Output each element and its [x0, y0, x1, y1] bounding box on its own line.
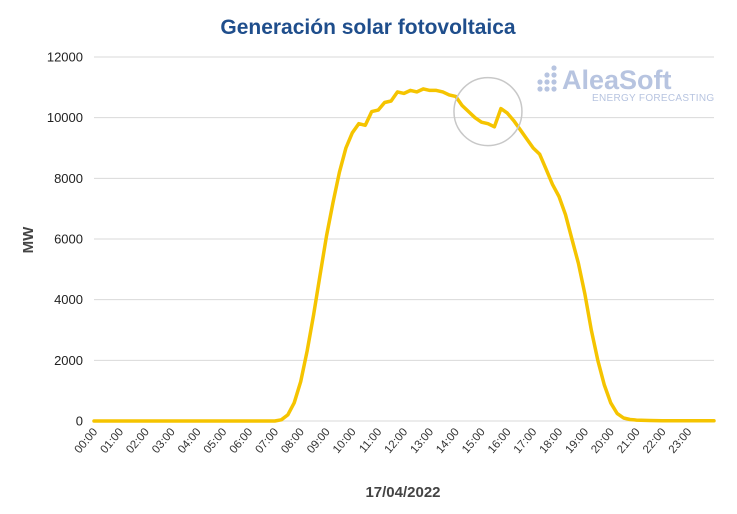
x-tick-label: 18:00: [538, 426, 566, 456]
x-axis-ticks: 00:0001:0002:0003:0004:0005:0006:0007:00…: [73, 426, 695, 456]
y-axis-label: MW: [20, 226, 37, 253]
x-tick-label: 10:00: [331, 426, 359, 456]
gridlines: [94, 56, 714, 422]
x-tick-label: 15:00: [460, 426, 488, 456]
brand-name: AleaSoft: [562, 65, 672, 95]
aleasoft-watermark: AleaSoft ENERGY FORECASTING: [537, 65, 714, 104]
x-tick-label: 17:00: [512, 426, 540, 456]
x-axis-label: 17/04/2022: [365, 484, 440, 501]
y-tick-label: 12000: [47, 50, 83, 65]
x-tick-label: 14:00: [434, 426, 462, 456]
x-tick-label: 03:00: [150, 426, 178, 456]
brand-logo-icon: [537, 65, 557, 92]
x-tick-label: 01:00: [98, 426, 126, 456]
x-tick-label: 23:00: [667, 426, 695, 456]
x-tick-label: 05:00: [202, 426, 230, 456]
x-tick-label: 12:00: [383, 426, 411, 456]
chart-title: Generación solar fotovoltaica: [220, 16, 516, 39]
x-tick-label: 16:00: [486, 426, 514, 456]
x-tick-label: 20:00: [589, 426, 617, 456]
brand-tagline: ENERGY FORECASTING: [592, 93, 714, 104]
annotation-circle: [453, 76, 523, 147]
x-tick-label: 04:00: [176, 426, 204, 456]
x-tick-label: 22:00: [641, 426, 669, 456]
y-tick-label: 6000: [54, 232, 83, 247]
x-tick-label: 08:00: [279, 426, 307, 456]
x-tick-label: 21:00: [615, 426, 643, 456]
x-tick-label: 06:00: [228, 426, 256, 456]
x-tick-label: 07:00: [253, 426, 281, 456]
x-tick-label: 13:00: [408, 426, 436, 456]
y-tick-label: 8000: [54, 171, 83, 186]
x-tick-label: 09:00: [305, 426, 333, 456]
y-tick-label: 10000: [47, 110, 83, 125]
series-line-solar: [92, 87, 716, 423]
y-axis-ticks: 0 2000 4000 6000 8000 10000 12000: [47, 50, 83, 429]
x-tick-label: 02:00: [124, 426, 152, 456]
y-tick-label: 4000: [54, 292, 83, 307]
x-tick-label: 11:00: [357, 426, 384, 455]
x-tick-label: 00:00: [73, 426, 101, 456]
x-tick-label: 19:00: [563, 426, 591, 456]
y-tick-label: 0: [76, 414, 83, 429]
y-tick-label: 2000: [54, 353, 83, 368]
